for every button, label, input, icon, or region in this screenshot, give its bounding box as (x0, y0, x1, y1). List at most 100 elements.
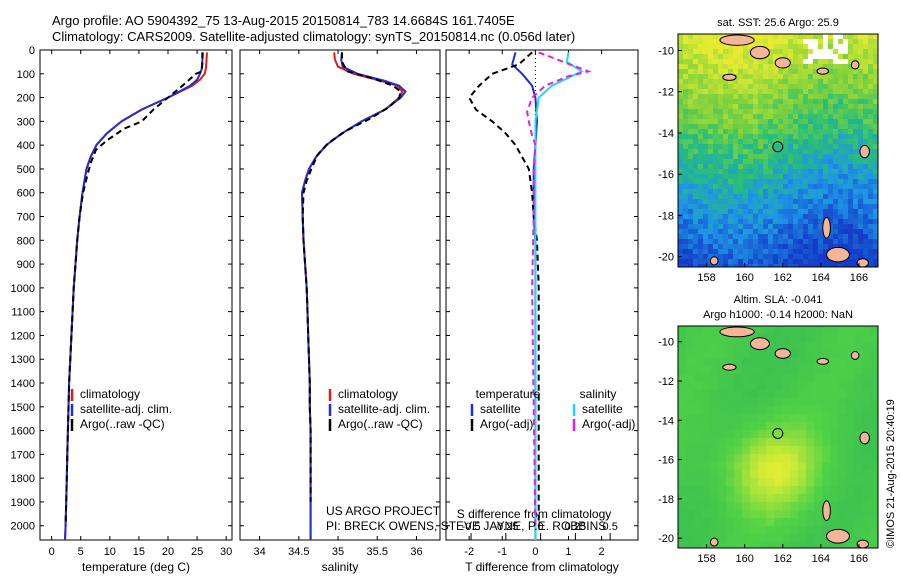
map-cell (798, 139, 804, 145)
map-cell (742, 350, 751, 359)
map-cell (738, 224, 744, 230)
map-cell (813, 159, 819, 165)
map-cell (753, 69, 759, 75)
map-cell (766, 510, 775, 519)
map-cell (718, 422, 727, 431)
map-cell (862, 462, 871, 471)
map-cell (688, 169, 694, 175)
map-cell (748, 244, 754, 250)
map-cell (768, 59, 774, 65)
map-cell (813, 189, 819, 195)
map-cell (798, 94, 804, 100)
map-cell (813, 59, 819, 65)
map-cell (873, 174, 878, 180)
map-cell (814, 382, 823, 391)
map-cell (702, 486, 711, 495)
map-cell (726, 462, 735, 471)
map-cell (813, 104, 819, 110)
map-cell (753, 194, 759, 200)
map-cell (870, 422, 878, 431)
map-cell (738, 194, 744, 200)
map-cell (853, 264, 859, 267)
map-cell (726, 374, 735, 383)
map-cell (808, 229, 814, 235)
map-cell (798, 129, 804, 135)
map-cell (750, 438, 759, 447)
map-cell (743, 234, 749, 240)
map-cell (782, 462, 791, 471)
map-cell (790, 438, 799, 447)
map-cell (868, 259, 874, 265)
map-cell (768, 164, 774, 170)
map-cell (828, 164, 834, 170)
map-cell (863, 159, 869, 165)
map-cell (683, 254, 689, 260)
map-cell (838, 34, 844, 40)
map-cell (743, 119, 749, 125)
map-cell (683, 209, 689, 215)
map-cell (698, 179, 704, 185)
map-cell (853, 224, 859, 230)
map-cell (693, 129, 699, 135)
map-cell (838, 224, 844, 230)
map-cell (683, 79, 689, 85)
map-cell (723, 249, 729, 255)
map-cell (723, 259, 729, 265)
map-cell (723, 169, 729, 175)
map-cell (788, 219, 794, 225)
map-cell (718, 542, 727, 548)
map-cell (708, 264, 714, 267)
map-cell (833, 39, 839, 45)
map-cell (703, 109, 709, 115)
map-cell (868, 54, 874, 60)
map-cell (693, 174, 699, 180)
map-cell (708, 39, 714, 45)
x-tick-label: 34.5 (288, 546, 309, 558)
map-cell (694, 422, 703, 431)
y-tick-label: 1200 (11, 330, 35, 342)
map-cell (798, 486, 807, 495)
map-cell (726, 542, 735, 548)
map-cell (768, 239, 774, 245)
map-cell (808, 94, 814, 100)
map-cell (814, 502, 823, 511)
map-cell (758, 94, 764, 100)
map-cell (698, 84, 704, 90)
map-cell (678, 94, 684, 100)
map-cell (773, 244, 779, 250)
y-tick-label: 0 (29, 45, 35, 57)
map-cell (868, 164, 874, 170)
map-cell (693, 169, 699, 175)
map-cell (853, 239, 859, 245)
map-cell (703, 69, 709, 75)
map-cell (808, 39, 814, 45)
map-cell (823, 134, 829, 140)
map-cell (818, 74, 824, 80)
map-cell (718, 199, 724, 205)
map-cell (713, 244, 719, 250)
map-cell (728, 49, 734, 55)
map-cell (742, 542, 751, 548)
map-cell (683, 49, 689, 55)
map-cell (718, 119, 724, 125)
map-cell (693, 264, 699, 267)
map-cell (838, 179, 844, 185)
map-cell (803, 119, 809, 125)
map-cell (774, 510, 783, 519)
map-cell (790, 502, 799, 511)
map-cell (693, 69, 699, 75)
map-cell (798, 374, 807, 383)
temperature-panel: 0100200300400500600700800900100011001200… (11, 45, 233, 574)
map-cell (738, 64, 744, 70)
map-cell (818, 54, 824, 60)
map-cell (726, 502, 735, 511)
map-cell (753, 59, 759, 65)
map-cell (833, 214, 839, 220)
map-cell (783, 264, 789, 267)
map-cell (848, 234, 854, 240)
map-cell (718, 406, 727, 415)
map-cell (862, 422, 871, 431)
map-cell (743, 79, 749, 85)
map-cell (733, 239, 739, 245)
map-cell (803, 129, 809, 135)
